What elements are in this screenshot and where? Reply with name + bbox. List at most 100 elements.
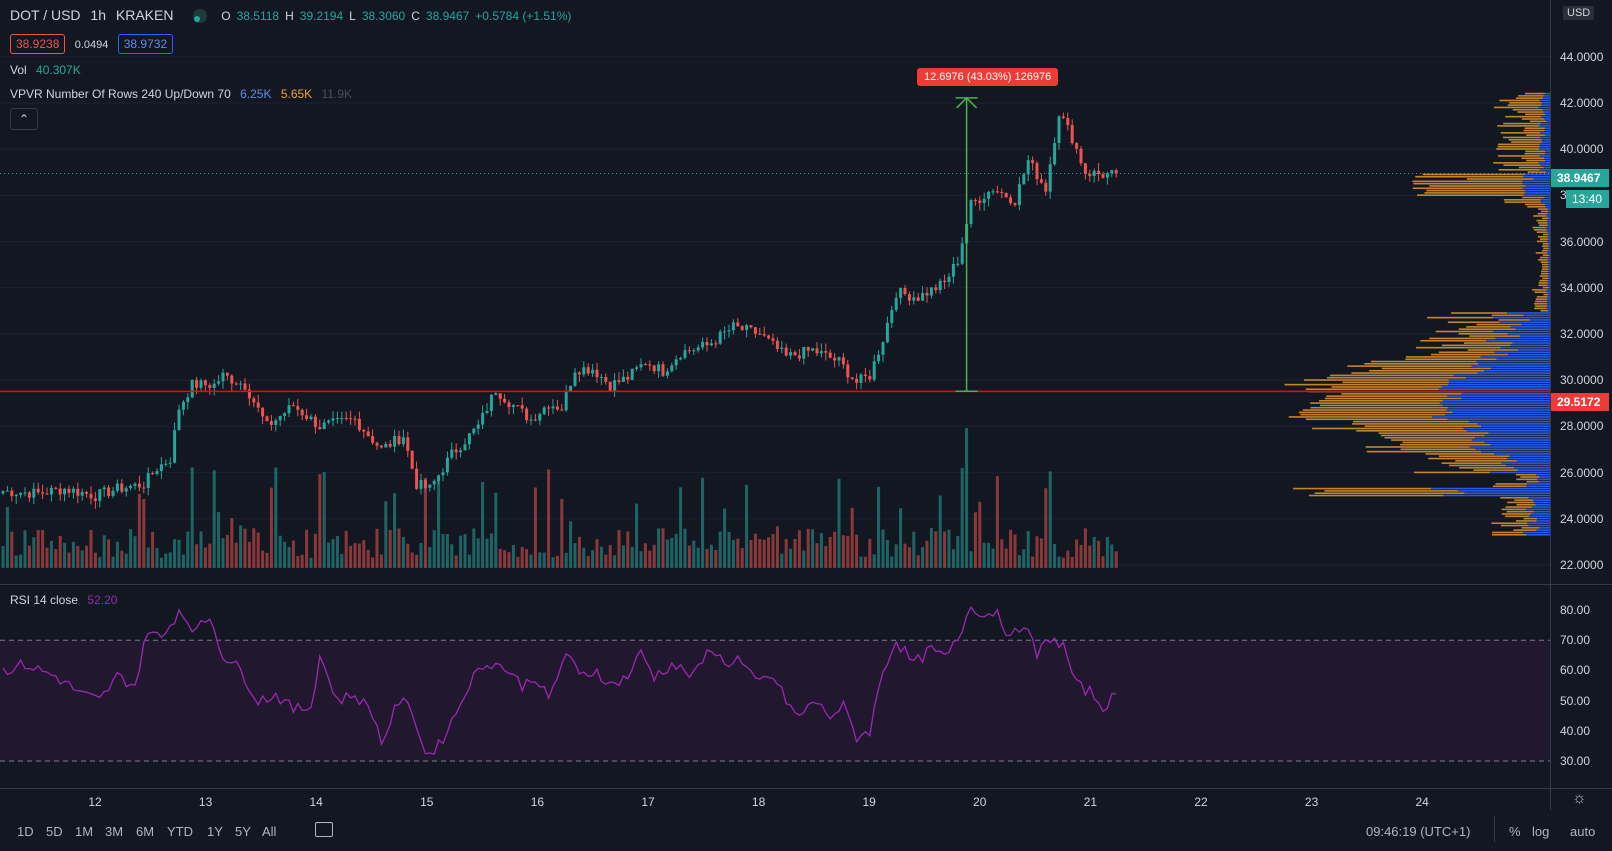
- price-axis-label: 26.0000: [1560, 465, 1604, 480]
- rsi-label[interactable]: RSI 14 close: [10, 593, 79, 607]
- vpvr-bar-up: [1524, 192, 1550, 194]
- vpvr-label[interactable]: VPVR Number Of Rows 240 Up/Down 70: [10, 87, 231, 101]
- interval-label[interactable]: 1h: [90, 7, 106, 23]
- volume-bar: [811, 529, 815, 568]
- vpvr-bar-up: [1431, 487, 1550, 490]
- candle-body: [454, 449, 458, 453]
- vpvr-bar-down: [1536, 231, 1548, 233]
- timeframe-button-1m[interactable]: 1M: [75, 824, 94, 839]
- volume-bar: [547, 469, 551, 568]
- vpvr-bar-down: [1535, 252, 1548, 254]
- scale-option-percent[interactable]: %: [1509, 824, 1521, 839]
- volume-bar: [428, 546, 432, 568]
- ohlc-value: 38.3060: [361, 9, 406, 23]
- measure-label: 12.6976 (43.03%) 126976: [917, 68, 1059, 86]
- volume-bar: [727, 531, 731, 568]
- volume-bar: [1092, 537, 1096, 568]
- timeframe-button-1d[interactable]: 1D: [17, 824, 34, 839]
- vpvr-bar-up: [1439, 402, 1550, 404]
- volume-bar: [687, 545, 691, 568]
- vpvr-bar-down: [1458, 333, 1508, 335]
- volume-bar: [1066, 550, 1070, 568]
- vpvr-bar-down: [1507, 104, 1542, 106]
- volume-bar: [973, 512, 977, 568]
- volume-bar: [921, 547, 925, 568]
- currency-badge[interactable]: USD: [1563, 6, 1595, 20]
- volume-bar: [775, 526, 779, 568]
- price-axis-label: 28.0000: [1560, 419, 1604, 434]
- volume-bar: [613, 555, 617, 568]
- vpvr-bar-up: [1533, 499, 1550, 501]
- vpvr-bar-down: [1518, 166, 1544, 169]
- clock[interactable]: 09:46:19 (UTC+1): [1366, 824, 1471, 839]
- vpvr-bar-up: [1438, 388, 1550, 391]
- volume-bar: [525, 549, 529, 568]
- rsi-chart[interactable]: [0, 585, 1550, 788]
- candle-body: [234, 383, 238, 385]
- vpvr-bar-up: [1539, 168, 1550, 171]
- volume-bar: [824, 546, 828, 568]
- timeframe-button-5y[interactable]: 5Y: [235, 824, 251, 839]
- scale-option-log[interactable]: log: [1532, 824, 1550, 839]
- candle-body: [14, 494, 18, 497]
- vpvr-bar-up: [1491, 367, 1550, 370]
- volume-bar: [753, 533, 757, 568]
- bid-price[interactable]: 38.9238: [10, 34, 66, 54]
- vpvr-bar-up: [1494, 351, 1550, 354]
- volume-bar: [142, 499, 146, 568]
- vpvr-bar-down: [1498, 168, 1540, 171]
- vpvr-bar-up: [1523, 314, 1550, 317]
- vpvr-bar-up: [1548, 263, 1550, 266]
- timeframe-button-6m[interactable]: 6M: [136, 824, 155, 839]
- candle-body: [23, 492, 27, 494]
- vpvr-bar-down: [1503, 122, 1541, 125]
- volume-bar: [868, 538, 872, 568]
- vpvr-bar-up: [1540, 136, 1550, 139]
- candle-body: [115, 483, 119, 491]
- volume-bar: [208, 543, 212, 568]
- vpvr-bar-up: [1548, 238, 1550, 240]
- chevron-up-icon[interactable]: ⌃: [10, 108, 38, 130]
- volume-bar: [309, 557, 313, 568]
- vpvr-bar-down: [1523, 129, 1545, 132]
- candle-body: [841, 357, 845, 365]
- vpvr-bar-up: [1477, 423, 1550, 425]
- volume-bar: [841, 535, 845, 568]
- timeframe-button-5d[interactable]: 5D: [46, 824, 63, 839]
- candle-body: [806, 347, 810, 351]
- vpvr-bar-down: [1412, 187, 1523, 190]
- candle-body: [1110, 170, 1114, 174]
- candle-body: [837, 357, 841, 361]
- timeframe-button-all[interactable]: All: [262, 824, 277, 839]
- vpvr-bar-down: [1533, 229, 1547, 231]
- vpvr-bar-down: [1520, 476, 1540, 478]
- ask-price[interactable]: 38.9732: [117, 34, 174, 54]
- pane-separator[interactable]: [0, 584, 1612, 585]
- volume-bar: [371, 557, 375, 568]
- volume-bar: [767, 537, 771, 568]
- vpvr-bar-up: [1527, 522, 1550, 525]
- candle-body: [696, 347, 700, 351]
- scale-option-auto[interactable]: auto: [1570, 824, 1596, 839]
- candle-body: [371, 436, 375, 443]
- rsi-axis-label: 70.00: [1560, 633, 1591, 648]
- candle-body: [291, 405, 295, 407]
- volume-bar: [203, 547, 207, 568]
- timeframe-button-3m[interactable]: 3M: [105, 824, 124, 839]
- volume-label[interactable]: Vol: [10, 63, 27, 77]
- candle-body: [296, 406, 300, 410]
- timeframe-button-ytd[interactable]: YTD: [167, 824, 193, 839]
- vpvr-bar-up: [1545, 171, 1550, 173]
- price-chart[interactable]: [0, 0, 1550, 584]
- timeframe-button-1y[interactable]: 1Y: [207, 824, 223, 839]
- gear-icon[interactable]: ☼: [1572, 790, 1587, 807]
- vpvr-bar-up: [1466, 430, 1550, 432]
- symbol-name[interactable]: DOT / USD: [10, 7, 81, 23]
- volume-bar: [397, 528, 401, 568]
- vpvr-bar-up: [1547, 275, 1550, 277]
- candle-body: [723, 331, 727, 333]
- volume-bar: [498, 548, 502, 568]
- volume-bar: [89, 530, 93, 568]
- vpvr-bar-up: [1442, 399, 1550, 402]
- date-range-icon[interactable]: [315, 822, 333, 837]
